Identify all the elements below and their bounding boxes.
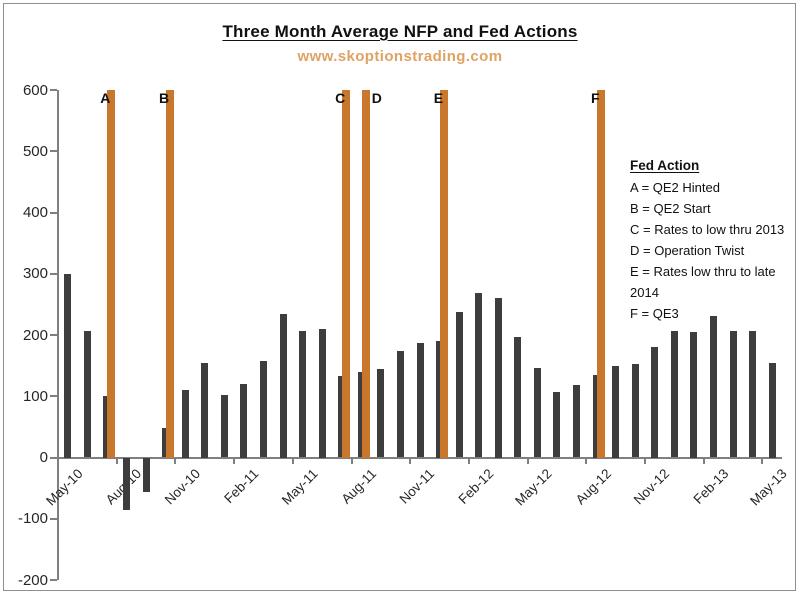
x-axis-tick — [57, 457, 59, 464]
nfp-bar — [612, 365, 620, 458]
x-axis-tick — [174, 457, 177, 464]
fed-action-legend: Fed Action A = QE2 Hinted B = QE2 Start C … — [630, 158, 792, 324]
nfp-bar — [259, 361, 267, 458]
nfp-bar — [670, 330, 678, 458]
legend-item-d: D = Operation Twist — [630, 243, 745, 258]
nfp-bar — [181, 390, 189, 458]
fed-action-letter: A — [100, 90, 111, 106]
y-axis-tick-label: -200 — [17, 571, 48, 589]
nfp-bar — [631, 364, 639, 458]
nfp-bar — [318, 328, 326, 458]
nfp-bar — [592, 374, 600, 458]
nfp-bar — [142, 457, 150, 493]
nfp-bar — [514, 337, 522, 458]
x-axis-tick — [350, 457, 353, 464]
y-axis-tick-label: 500 — [22, 142, 48, 160]
nfp-bar — [299, 330, 307, 458]
x-axis-tick — [409, 457, 412, 464]
nfp-bar — [749, 330, 757, 458]
fed-action-line — [596, 90, 605, 458]
y-axis-tick — [50, 395, 57, 398]
fed-action-letter: D — [371, 90, 382, 106]
y-axis-tick — [50, 579, 57, 581]
y-axis-tick — [50, 517, 57, 520]
nfp-bar — [64, 273, 72, 458]
fed-action-letter: B — [158, 90, 170, 106]
x-axis-tick — [585, 457, 588, 464]
fed-action-line — [342, 90, 351, 458]
x-axis-tick — [644, 457, 647, 464]
legend-item-a: A = QE2 Hinted — [630, 180, 720, 195]
nfp-bar — [436, 341, 444, 458]
nfp-bar — [494, 298, 502, 458]
nfp-bar — [357, 372, 365, 458]
legend-title: Fed Action — [630, 158, 700, 173]
nfp-bar — [533, 368, 541, 458]
y-axis-tick-label: 300 — [22, 265, 48, 283]
nfp-bar — [455, 312, 463, 458]
legend-items: A = QE2 Hinted B = QE2 Start C = Rates to … — [630, 177, 792, 324]
nfp-bar — [103, 396, 111, 458]
x-axis-tick — [115, 457, 118, 464]
x-axis-tick — [761, 457, 764, 464]
fed-action-line — [166, 90, 175, 458]
fed-action-letter: C — [335, 90, 346, 106]
fed-action-letter: E — [433, 90, 444, 106]
nfp-bar — [279, 313, 287, 458]
y-axis-tick-label: 100 — [22, 387, 48, 405]
nfp-bar — [220, 395, 228, 458]
chart-subtitle-url: www.skoptionstrading.com — [297, 48, 503, 65]
nfp-bar — [396, 350, 404, 458]
x-axis-tick — [702, 457, 705, 464]
nfp-bar — [768, 362, 776, 458]
nfp-bar — [377, 369, 385, 458]
y-axis-tick — [50, 89, 57, 91]
fed-action-letter: F — [591, 90, 600, 106]
nfp-bar — [122, 457, 130, 510]
nfp-bar — [710, 316, 717, 458]
x-axis-line — [58, 456, 782, 459]
nfp-bar — [553, 391, 561, 458]
y-axis-tick — [50, 150, 57, 153]
x-axis-tick — [467, 457, 470, 464]
nfp-bar — [690, 331, 698, 458]
x-axis-tick — [291, 457, 294, 464]
fed-action-line — [107, 90, 116, 458]
y-axis-tick — [50, 456, 57, 459]
y-axis-tick-label: 0 — [39, 449, 48, 466]
legend-item-b: B = QE2 Start — [630, 201, 711, 216]
legend-item-e: E = Rates low thru to late 2014 — [630, 264, 776, 300]
image-border — [3, 3, 796, 591]
nfp-bar — [729, 330, 737, 458]
fed-action-line — [440, 90, 449, 458]
nfp-bar — [240, 384, 248, 458]
y-axis-line — [56, 90, 59, 580]
nfp-bar — [162, 428, 170, 458]
x-axis-tick — [233, 457, 236, 464]
x-axis-tick — [526, 457, 529, 464]
legend-item-c: C = Rates to low thru 2013 — [630, 222, 785, 237]
nfp-bar — [475, 292, 483, 458]
y-axis-tick — [50, 334, 57, 336]
nfp-bar — [651, 347, 659, 458]
y-axis-tick — [50, 272, 57, 275]
nfp-bar — [201, 362, 209, 458]
nfp-bar — [573, 384, 581, 458]
fed-action-line — [361, 90, 370, 458]
nfp-bar — [83, 330, 91, 458]
nfp-bar — [338, 376, 346, 458]
y-axis-tick-label: -100 — [17, 510, 48, 528]
y-axis-tick-label: 200 — [22, 326, 48, 344]
chart-title: Three Month Average NFP and Fed Actions — [222, 22, 578, 41]
y-axis-tick-label: 600 — [22, 81, 48, 99]
y-axis-tick — [50, 211, 57, 214]
nfp-bar — [416, 342, 424, 458]
y-axis-tick-label: 400 — [22, 204, 48, 221]
legend-item-f: F = QE3 — [630, 306, 679, 321]
